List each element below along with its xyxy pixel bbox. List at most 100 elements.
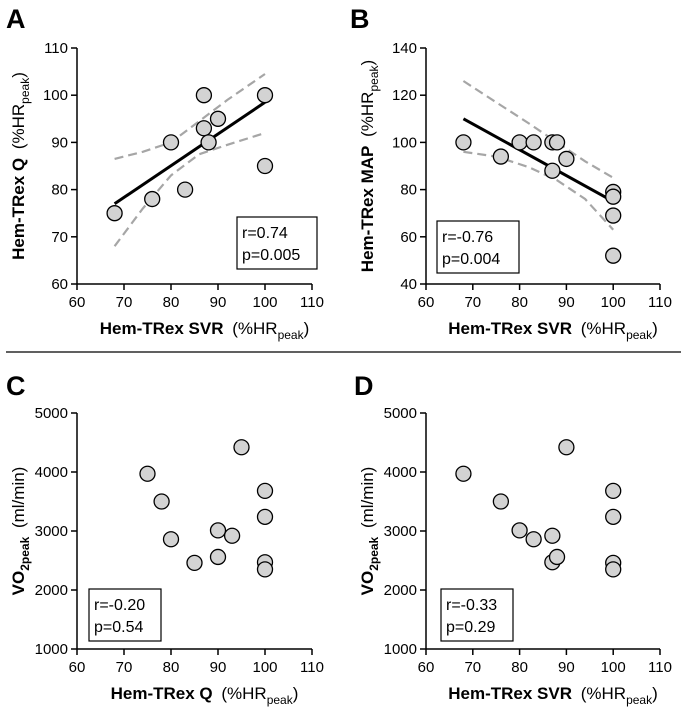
y-axis-label: VO2peak (ml/min)	[358, 467, 381, 596]
stats-box: r=-0.33 p=0.29	[440, 588, 514, 642]
data-point	[144, 190, 161, 208]
y-tick-label: 1000	[35, 641, 68, 658]
panel-a: A 60 70 80 90 100 110 60 70 80 90 100 110 Hem-TRex SV…	[6, 4, 324, 342]
data-point	[548, 548, 566, 566]
data-point	[223, 527, 241, 544]
y-tick-label: 5000	[384, 405, 417, 422]
data-point	[544, 527, 561, 544]
y-tick-label: 100	[43, 87, 68, 104]
y-tick-label: 100	[392, 134, 417, 151]
data-point	[256, 482, 274, 500]
data-point	[162, 134, 180, 151]
x-tick-label: 110	[300, 659, 324, 676]
panel-letter: D	[354, 371, 374, 401]
data-point	[256, 87, 274, 104]
x-tick-label: 110	[648, 659, 672, 676]
data-point	[605, 508, 622, 525]
y-axis-label: VO2peak (ml/min)	[9, 467, 32, 596]
x-axis-label: Hem-TRex SVR (%HRpeak)	[448, 319, 658, 342]
y-tick-label: 120	[392, 87, 417, 104]
stats-r: r=-0.76	[442, 229, 493, 246]
y-tick-label: 60	[400, 229, 417, 246]
y-tick-label: 2000	[35, 582, 68, 599]
data-point	[256, 508, 274, 525]
data-point	[200, 134, 217, 151]
y-tick-label: 5000	[35, 405, 68, 422]
data-point	[548, 134, 566, 151]
y-tick-label: 60	[51, 276, 68, 293]
x-tick-label: 80	[163, 659, 180, 676]
x-tick-label: 90	[558, 659, 575, 676]
stats-r: r=-0.33	[446, 597, 497, 614]
data-point	[256, 561, 274, 578]
y-tick-label: 140	[392, 40, 417, 57]
data-point	[511, 522, 528, 539]
x-tick-label: 80	[163, 294, 180, 311]
stats-box-frame	[436, 220, 520, 274]
stats-box-frame	[440, 588, 514, 642]
y-tick-label: 40	[400, 276, 417, 293]
x-tick-label: 100	[252, 294, 277, 311]
x-tick-label: 90	[210, 659, 227, 676]
data-point	[256, 157, 274, 175]
stats-r: r=0.74	[242, 225, 288, 242]
data-point	[511, 134, 528, 151]
data-point	[605, 561, 622, 578]
y-tick-label: 3000	[384, 523, 417, 540]
y-tick-label: 3000	[35, 523, 68, 540]
x-axis-label: Hem-TRex Q (%HRpeak)	[111, 684, 299, 707]
x-tick-label: 60	[69, 294, 86, 311]
y-tick-label: 80	[51, 182, 68, 199]
panel-letter: A	[6, 4, 26, 34]
x-tick-label: 90	[558, 294, 575, 311]
stats-p: p=0.004	[442, 251, 500, 268]
panel-letter: C	[6, 371, 26, 401]
data-point	[209, 548, 227, 566]
data-point	[186, 554, 203, 572]
ci-lower-line	[463, 150, 615, 231]
regression-line	[462, 117, 614, 203]
x-tick-label: 110	[300, 294, 324, 311]
y-axis-label: Hem-TRex MAP (%HRpeak)	[358, 60, 381, 272]
data-point	[233, 439, 250, 456]
panel-c: C 60 70 80 90 100 110 1000 2000 3000 4000 5000 Hem-T…	[6, 371, 324, 707]
ci-upper-line	[114, 73, 266, 160]
x-tick-label: 60	[418, 659, 435, 676]
ci-upper-line	[462, 80, 614, 179]
data-point	[525, 134, 542, 151]
data-point	[558, 150, 575, 168]
data-point	[209, 522, 227, 539]
x-tick-label: 70	[116, 659, 133, 676]
x-axis-label: Hem-TRex SVR (%HRpeak)	[100, 319, 310, 342]
y-tick-label: 4000	[35, 464, 68, 481]
x-tick-label: 80	[511, 294, 528, 311]
panel-letter: B	[350, 4, 370, 34]
x-tick-label: 110	[648, 294, 672, 311]
x-tick-label: 80	[511, 659, 528, 676]
y-tick-label: 4000	[384, 464, 417, 481]
y-axis-label: Hem-TRex Q (%HRpeak)	[9, 72, 32, 260]
y-tick-label: 2000	[384, 582, 417, 599]
data-point	[558, 439, 575, 456]
stats-p: p=0.005	[242, 247, 300, 264]
x-tick-label: 100	[601, 294, 626, 311]
data-point	[605, 247, 622, 264]
y-tick-label: 1000	[384, 641, 417, 658]
regression-line	[113, 101, 266, 206]
data-point	[106, 205, 123, 222]
x-tick-label: 70	[464, 659, 481, 676]
stats-box: r=0.74 p=0.005	[236, 216, 318, 270]
y-tick-label: 70	[51, 229, 68, 246]
stats-p: p=0.54	[94, 619, 143, 636]
data-point	[525, 531, 542, 548]
data-point	[139, 465, 156, 482]
data-point	[195, 87, 213, 104]
stats-p: p=0.29	[446, 619, 495, 636]
stats-box-frame	[236, 216, 318, 270]
x-tick-label: 90	[210, 294, 227, 311]
stats-box-frame	[88, 588, 162, 642]
stats-r: r=-0.20	[94, 597, 145, 614]
x-tick-label: 70	[464, 294, 481, 311]
y-tick-label: 90	[51, 134, 68, 151]
